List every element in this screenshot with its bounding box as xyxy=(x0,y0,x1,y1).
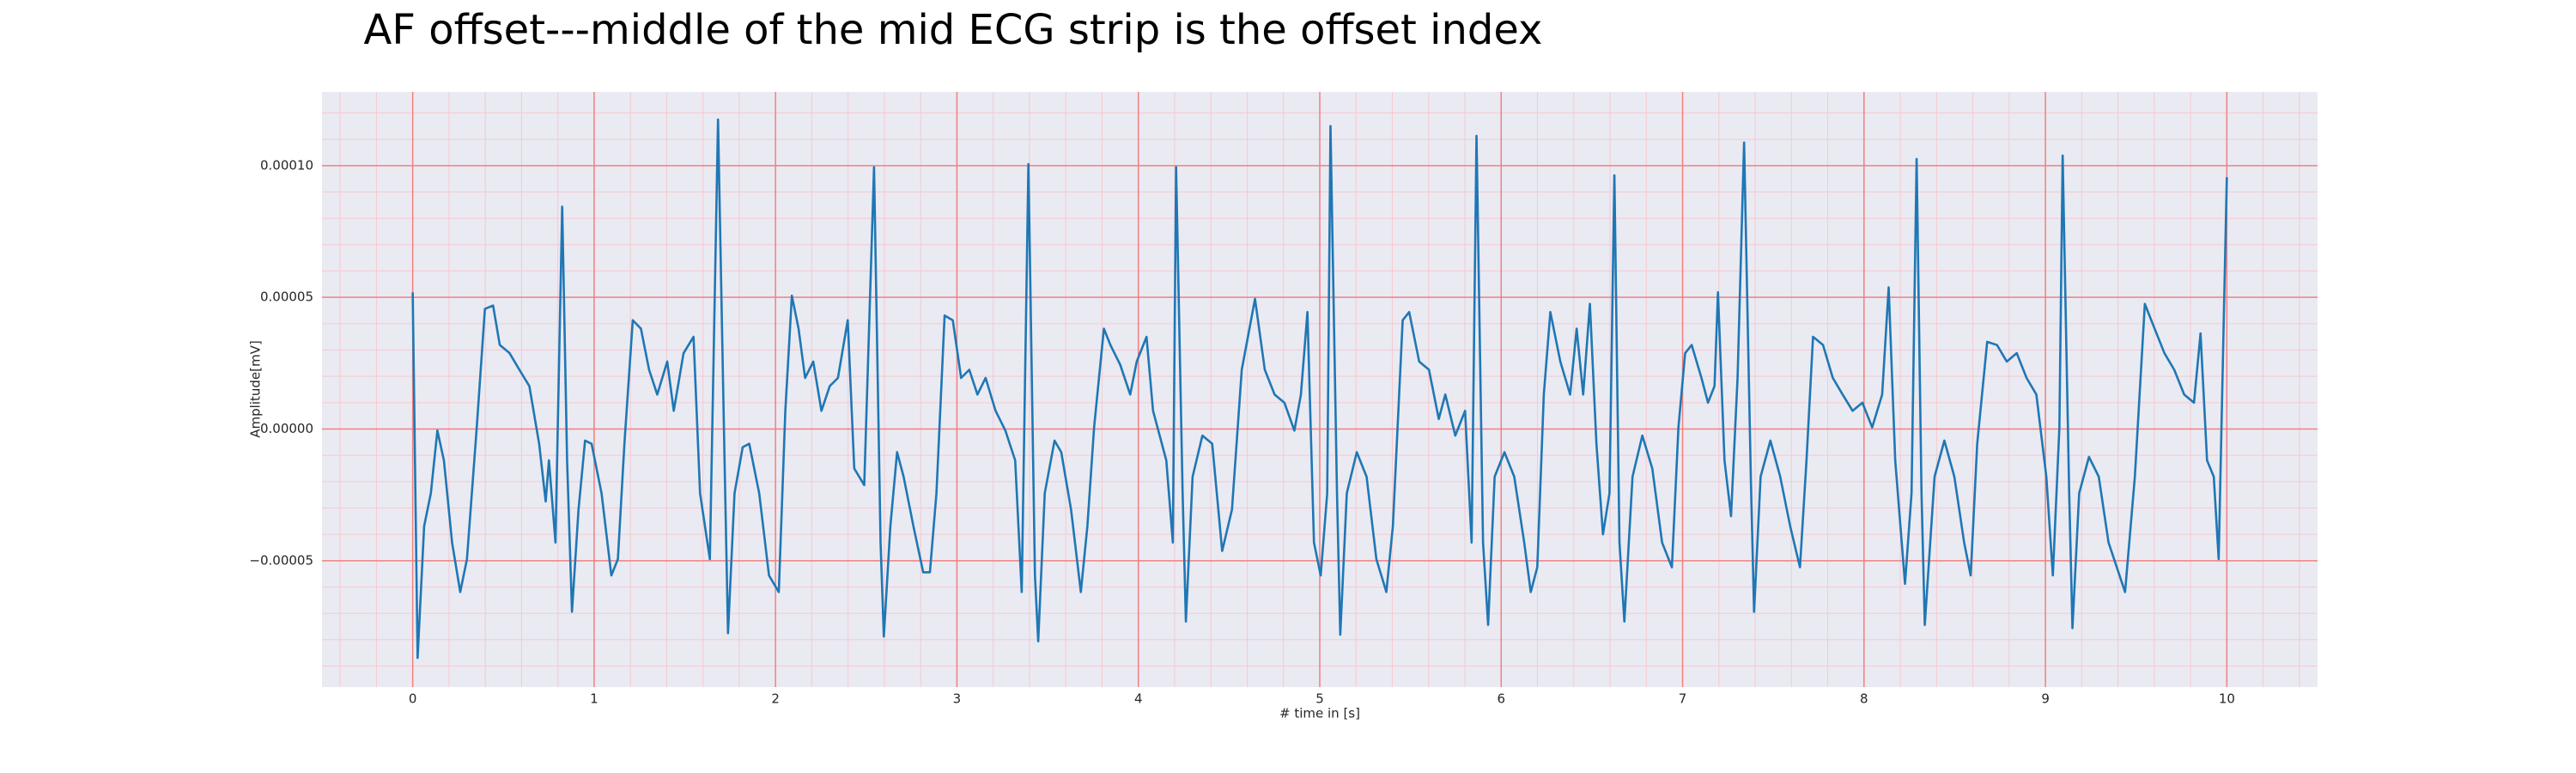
y-tick-label: 0.00005 xyxy=(260,289,313,305)
marks xyxy=(411,118,2228,660)
y-tick-label: 0.00000 xyxy=(260,421,313,436)
x-tick-label: 5 xyxy=(1315,691,1324,707)
x-tick-label: 1 xyxy=(590,691,598,707)
y-axis-label: Amplitude[mV] xyxy=(248,340,264,437)
x-tick-label: 6 xyxy=(1497,691,1505,707)
ecg-line xyxy=(411,118,2228,660)
x-tick-label: 4 xyxy=(1134,691,1143,707)
y-tick-label: 0.00010 xyxy=(260,157,313,173)
x-tick-label: 0 xyxy=(409,691,417,707)
y-tick-label: −0.00005 xyxy=(249,552,313,568)
x-tick-label: 9 xyxy=(2041,691,2050,707)
x-tick-label: 8 xyxy=(1860,691,1868,707)
grid xyxy=(322,92,2318,687)
x-axis-label: # time in [s] xyxy=(1279,706,1360,721)
x-tick-label: 2 xyxy=(771,691,780,707)
labels: AF offset---middle of the mid ECG strip … xyxy=(248,6,2235,721)
chart-title: AF offset---middle of the mid ECG strip … xyxy=(364,6,1543,54)
x-tick-label: 7 xyxy=(1679,691,1687,707)
x-tick-label: 3 xyxy=(953,691,962,707)
x-tick-label: 10 xyxy=(2219,691,2235,707)
